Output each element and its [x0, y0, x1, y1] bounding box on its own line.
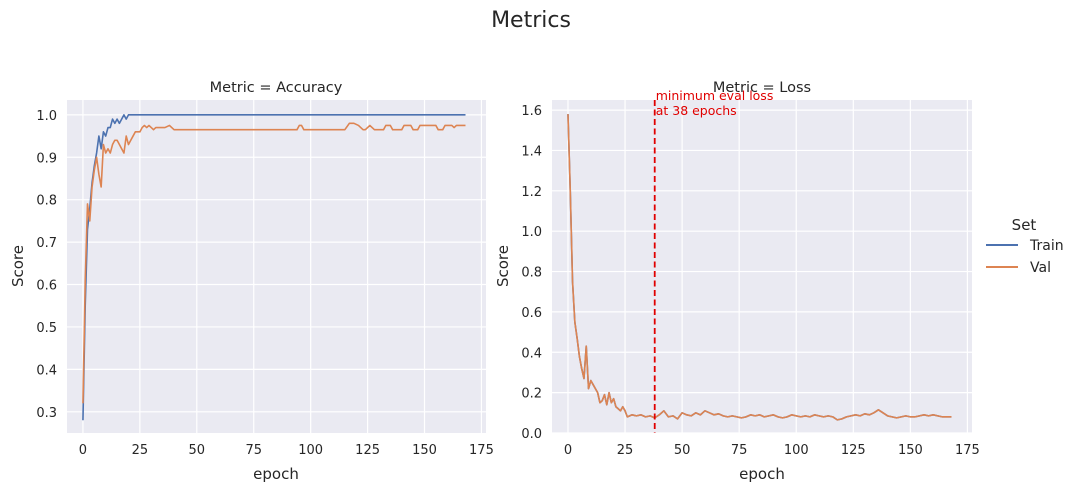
loss-panel-title: Metric = Loss [713, 80, 811, 96]
x-tick-label: 125 [355, 443, 380, 458]
y-tick-label: 1.0 [521, 225, 542, 240]
x-tick-label: 100 [784, 443, 809, 458]
x-tick-label: 50 [189, 443, 206, 458]
y-tick-label: 0.3 [36, 406, 57, 421]
x-tick-label: 50 [674, 443, 691, 458]
accuracy-panel: 0 25 50 75 100 125 150 175 0.30.40.50.60.70.80.… [9, 80, 494, 483]
loss-y-ticks: 0.0 0.2 0.4 0.6 0.8 1.0 1.2 1.4 1.6 [521, 104, 542, 442]
y-tick-label: 0.0 [521, 427, 542, 442]
x-tick-label: 150 [412, 443, 437, 458]
x-tick-label: 75 [731, 443, 748, 458]
series-line-val [567, 114, 952, 421]
annotation-line-2: at 38 epochs [656, 103, 737, 118]
y-tick-label: 1.2 [521, 185, 542, 200]
y-tick-label: 0.4 [521, 346, 542, 361]
legend-label-train: Train [1029, 238, 1064, 254]
x-tick-label: 150 [898, 443, 923, 458]
legend-label-val: Val [1030, 260, 1051, 276]
x-tick-label: 75 [245, 443, 262, 458]
y-tick-label: 0.2 [521, 387, 542, 402]
loss-panel: minimum eval loss at 38 epochs 0 25 50 75 10… [494, 80, 980, 483]
series-line-val [82, 122, 466, 404]
legend: Set Train Val [986, 216, 1064, 276]
y-tick-label: 0.7 [36, 236, 57, 251]
y-tick-label: 1.0 [36, 109, 57, 124]
x-tick-label: 100 [298, 443, 323, 458]
x-tick-label: 25 [617, 443, 634, 458]
loss-annotation: minimum eval loss at 38 epochs [653, 88, 774, 433]
y-tick-label: 1.4 [521, 144, 542, 159]
y-tick-label: 0.8 [36, 194, 57, 209]
x-tick-label: 0 [79, 443, 87, 458]
loss-plot-area [552, 100, 972, 433]
x-tick-label: 175 [955, 443, 980, 458]
y-tick-label: 0.6 [36, 279, 57, 294]
y-tick-label: 0.8 [521, 266, 542, 281]
accuracy-y-ticks: 0.3 0.4 0.5 0.6 0.7 0.8 0.9 1.0 [36, 109, 57, 421]
loss-x-ticks: 0 25 50 75 100 125 150 175 [564, 443, 980, 458]
accuracy-panel-title: Metric = Accuracy [210, 80, 343, 96]
loss-series [567, 114, 952, 421]
y-tick-label: 0.4 [36, 363, 57, 378]
y-tick-label: 0.6 [521, 306, 542, 321]
accuracy-series [82, 114, 466, 421]
x-tick-label: 0 [564, 443, 572, 458]
y-tick-label: 0.9 [36, 151, 57, 166]
accuracy-grid [67, 100, 486, 433]
legend-title: Set [1012, 216, 1037, 234]
accuracy-y-axis-label: Score [9, 245, 27, 287]
loss-y-axis-label: Score [494, 245, 512, 287]
accuracy-plot-area [67, 100, 486, 433]
x-tick-label: 175 [469, 443, 494, 458]
y-tick-label: 1.6 [521, 104, 542, 119]
loss-grid [552, 100, 972, 434]
x-tick-label: 125 [841, 443, 866, 458]
annotation-line-1: minimum eval loss [656, 88, 774, 103]
accuracy-x-ticks: 0 25 50 75 100 125 150 175 [79, 443, 494, 458]
accuracy-x-axis-label: epoch [253, 465, 299, 483]
loss-x-axis-label: epoch [739, 465, 785, 483]
y-tick-label: 0.5 [36, 321, 57, 336]
figure-title: Metrics [491, 8, 571, 33]
x-tick-label: 25 [132, 443, 149, 458]
